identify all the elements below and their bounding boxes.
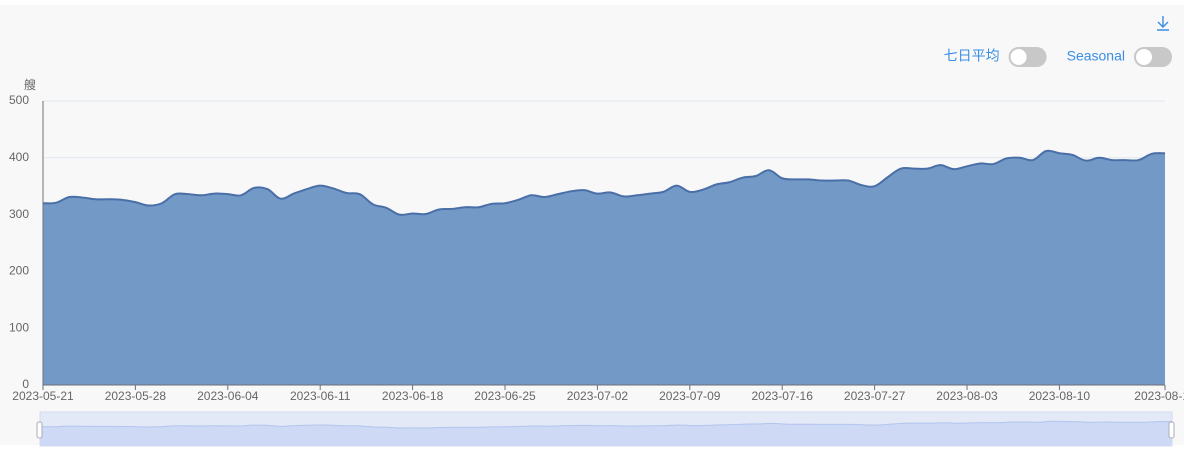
y-tick-label: 300 — [9, 207, 29, 221]
zoom-handle[interactable] — [1168, 421, 1175, 439]
toggle-knob[interactable] — [1136, 49, 1152, 65]
x-tick-label: 2023-07-16 — [752, 389, 814, 403]
x-tick-label: 2023-06-18 — [382, 389, 444, 403]
y-unit-label: 艘 — [24, 77, 36, 92]
x-tick-label: 2023-05-28 — [105, 389, 167, 403]
x-tick-label: 2023-07-27 — [844, 389, 906, 403]
x-tick-label: 2023-08-17 — [1134, 389, 1184, 403]
x-tick-label: 2023-05-21 — [12, 389, 74, 403]
y-tick-label: 400 — [9, 150, 29, 164]
y-tick-label: 500 — [9, 93, 29, 107]
x-tick-label: 2023-07-02 — [567, 389, 629, 403]
zoom-preview-line — [39, 420, 1173, 429]
x-tick-label: 2023-06-04 — [197, 389, 259, 403]
download-button[interactable] — [1157, 16, 1169, 31]
zoom-handle[interactable] — [36, 421, 43, 439]
toggle-label[interactable]: 七日平均 — [944, 48, 1000, 64]
y-tick-label: 0 — [22, 377, 29, 391]
x-tick-label: 2023-07-09 — [659, 389, 721, 403]
y-tick-label: 100 — [9, 320, 29, 334]
zoom-preview-area — [40, 421, 1172, 446]
download-icon[interactable] — [1157, 16, 1169, 31]
y-tick-label: 200 — [9, 264, 29, 278]
x-tick-label: 2023-08-10 — [1029, 389, 1091, 403]
x-tick-label: 2023-06-25 — [474, 389, 536, 403]
x-tick-label: 2023-08-03 — [936, 389, 998, 403]
toggle-knob[interactable] — [1010, 49, 1027, 65]
toggle-label[interactable]: Seasonal — [1067, 48, 1125, 64]
area — [43, 150, 1165, 385]
x-tick-label: 2023-06-11 — [290, 389, 351, 403]
line — [42, 149, 1166, 216]
